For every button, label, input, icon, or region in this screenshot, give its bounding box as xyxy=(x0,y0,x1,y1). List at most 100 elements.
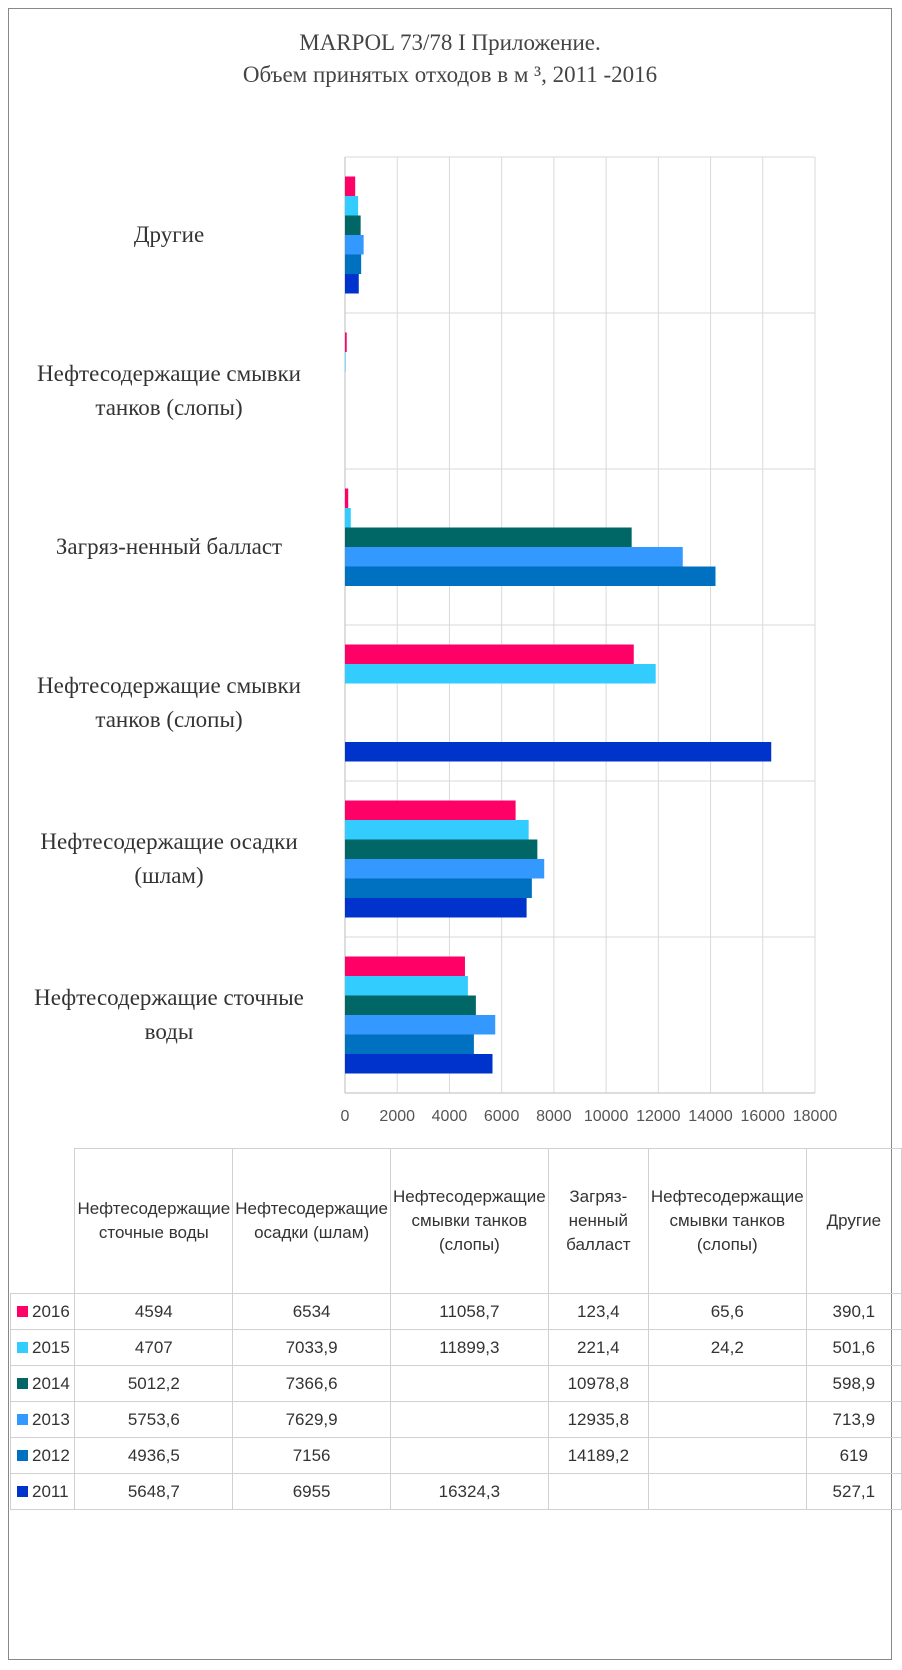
category-label: Загряз-ненный балласт xyxy=(55,534,283,559)
data-row: 2015 4707 7033,9 11899,3 221,4 24,2 501,6 xyxy=(9,1329,902,1366)
x-tick-label: 4000 xyxy=(432,1108,468,1125)
data-table: Нефтесодержащие сточные воды Нефтесодержа… xyxy=(9,1148,902,1510)
legend-swatch xyxy=(17,1377,28,1389)
data-cell: 4936,5 xyxy=(74,1437,234,1474)
legend-cell: 2011 xyxy=(9,1473,76,1510)
x-tick-label: 16000 xyxy=(741,1108,786,1125)
data-cell: 6955 xyxy=(232,1473,391,1510)
column-header: Другие xyxy=(805,1148,902,1294)
data-cell: 527,1 xyxy=(805,1473,902,1510)
data-cell: 619 xyxy=(805,1437,902,1474)
x-tick-label: 14000 xyxy=(688,1108,733,1125)
data-cell: 7366,6 xyxy=(232,1365,391,1402)
data-cell: 11899,3 xyxy=(389,1329,549,1366)
data-row: 2013 5753,6 7629,9 12935,8 713,9 xyxy=(9,1401,902,1438)
category-label: Нефтесодержащие смывки танков (слопы) xyxy=(37,673,301,732)
data-cell: 4594 xyxy=(74,1293,234,1330)
bar xyxy=(345,176,356,196)
data-cell: 7033,9 xyxy=(232,1329,391,1366)
bar xyxy=(345,1015,496,1035)
data-cell: 24,2 xyxy=(647,1329,807,1366)
bar xyxy=(345,566,716,586)
data-cell: 4707 xyxy=(74,1329,234,1366)
bar xyxy=(345,254,362,274)
data-cell xyxy=(389,1365,549,1402)
data-row: 2012 4936,5 7156 14189,2 619 xyxy=(9,1437,902,1474)
corner-cell xyxy=(11,1149,75,1294)
data-cell: 65,6 xyxy=(647,1293,807,1330)
bar xyxy=(345,742,772,762)
legend-swatch xyxy=(17,1341,28,1353)
bar xyxy=(345,1054,493,1074)
data-row: 2011 5648,7 6955 16324,3 527,1 xyxy=(9,1473,902,1510)
data-cell xyxy=(647,1473,807,1510)
data-cell: 713,9 xyxy=(805,1401,902,1438)
data-cell xyxy=(547,1473,649,1510)
data-cell: 5648,7 xyxy=(74,1473,234,1510)
data-cell xyxy=(647,1365,807,1402)
legend-cell: 2016 xyxy=(9,1293,76,1330)
data-row: 2014 5012,2 7366,6 10978,8 598,9 xyxy=(9,1365,902,1402)
bar xyxy=(345,956,465,976)
x-tick-label: 12000 xyxy=(636,1108,681,1125)
bar xyxy=(345,547,683,567)
legend-label: 2013 xyxy=(32,1409,70,1429)
data-cell xyxy=(647,1437,807,1474)
data-cell: 7156 xyxy=(232,1437,391,1474)
category-label: Нефтесодержащие сточные воды xyxy=(34,985,304,1044)
bar xyxy=(345,839,538,859)
category-label: Нефтесодержащие смывки танков (слопы) xyxy=(37,361,301,420)
category-label: Другие xyxy=(133,222,205,247)
bar xyxy=(345,644,634,664)
bar xyxy=(345,800,516,820)
chart-title: MARPOL 73/78 I Приложение. xyxy=(299,30,601,55)
x-tick-label: 2000 xyxy=(379,1108,415,1125)
category-label: Нефтесодержащие осадки (шлам) xyxy=(40,829,298,888)
column-header: Загряз-ненный балласт xyxy=(547,1148,649,1294)
data-cell: 14189,2 xyxy=(547,1437,649,1474)
data-cell: 5753,6 xyxy=(74,1401,234,1438)
legend-label: 2012 xyxy=(32,1445,70,1465)
bar xyxy=(345,898,527,918)
legend-swatch xyxy=(17,1413,28,1425)
chart-subtitle: Объем принятых отходов в м ³, 2011 -2016 xyxy=(242,62,658,87)
data-cell: 6534 xyxy=(232,1293,391,1330)
bar xyxy=(345,235,364,255)
x-tick-label: 10000 xyxy=(584,1108,629,1125)
bar xyxy=(345,878,532,898)
bar xyxy=(345,352,346,372)
chart: 0 2000 4000 6000 8000 10000 12000 14000 16000 180… xyxy=(341,156,838,1125)
x-tick-label: 18000 xyxy=(793,1108,838,1125)
bar xyxy=(345,995,476,1015)
legend-swatch xyxy=(17,1449,28,1461)
x-tick-label: 6000 xyxy=(484,1108,520,1125)
data-cell: 7629,9 xyxy=(232,1401,391,1438)
bar xyxy=(345,196,359,216)
column-header: Нефтесодержащие смывки танков (слопы) xyxy=(389,1148,549,1294)
data-cell: 598,9 xyxy=(805,1365,902,1402)
data-row: 2016 4594 6534 11058,7 123,4 65,6 390,1 xyxy=(9,1293,902,1330)
data-cell: 10978,8 xyxy=(547,1365,649,1402)
legend-cell: 2012 xyxy=(9,1437,76,1474)
header-row: Нефтесодержащие сточные воды Нефтесодержа… xyxy=(11,1148,902,1294)
bar xyxy=(345,332,347,352)
bar xyxy=(345,508,351,528)
legend-swatch xyxy=(17,1485,28,1497)
bar xyxy=(345,527,632,547)
data-cell: 390,1 xyxy=(805,1293,902,1330)
data-cell: 221,4 xyxy=(547,1329,649,1366)
legend-cell: 2015 xyxy=(9,1329,76,1366)
column-header: Нефтесодержащие осадки (шлам) xyxy=(232,1148,391,1294)
legend-cell: 2013 xyxy=(9,1401,76,1438)
column-header: Нефтесодержащие смывки танков (слопы) xyxy=(647,1148,807,1294)
data-cell: 501,6 xyxy=(805,1329,902,1366)
data-cell: 123,4 xyxy=(547,1293,649,1330)
bar xyxy=(345,1034,474,1054)
bar xyxy=(345,664,656,684)
frame xyxy=(8,8,892,1660)
legend-label: 2016 xyxy=(32,1301,70,1321)
bar xyxy=(345,820,529,840)
legend-label: 2015 xyxy=(32,1337,70,1357)
data-cell: 16324,3 xyxy=(389,1473,549,1510)
column-header: Нефтесодержащие сточные воды xyxy=(74,1148,234,1294)
